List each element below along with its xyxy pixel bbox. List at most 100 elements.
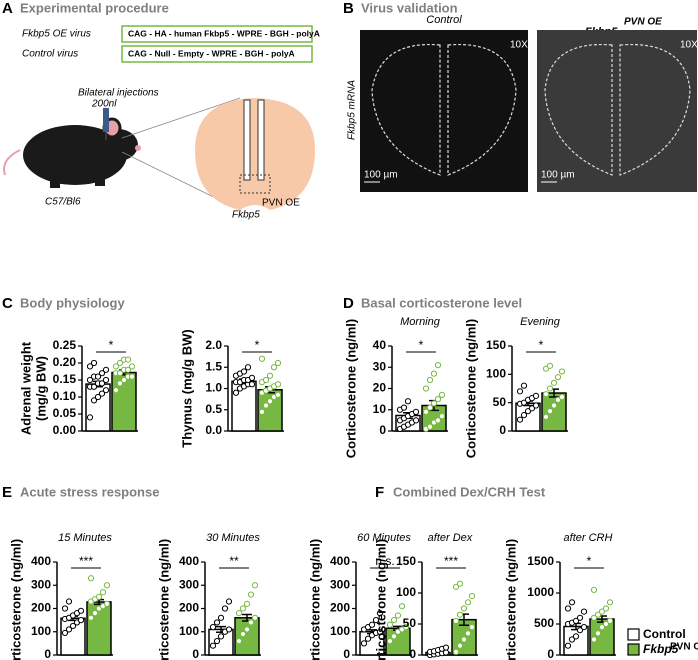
data-point [98, 380, 106, 387]
data-point [364, 635, 372, 642]
data-point [248, 374, 256, 381]
panel-letter: C [2, 295, 13, 312]
data-point [247, 591, 255, 598]
panel-title: Combined Dex/CRH Test [393, 484, 546, 499]
data-point [572, 633, 580, 640]
data-point [422, 385, 430, 392]
chart-subtitle: 30 Minutes [206, 532, 260, 544]
data-point [442, 644, 450, 651]
image-ylabel: Fkbp5 mRNA [347, 80, 358, 140]
chart-subtitle: 15 Minutes [58, 532, 112, 544]
data-point [554, 374, 562, 381]
bar [234, 617, 260, 656]
data-point [580, 608, 588, 615]
data-point [516, 416, 524, 423]
y-tick-label: 0 [379, 423, 386, 437]
y-tick-label: 0.0 [205, 423, 222, 437]
data-point [386, 637, 394, 645]
data-point [590, 636, 598, 643]
data-point [390, 617, 398, 624]
virus-label: Control virus [22, 49, 78, 60]
data-point [594, 630, 602, 637]
connector [121, 97, 241, 139]
y-tick-label: 0.15 [53, 372, 77, 386]
y-tick-label: 100 [31, 624, 51, 638]
data-point [602, 620, 610, 628]
data-point [87, 575, 95, 582]
data-point [460, 605, 468, 612]
y-tick-label: 100 [396, 585, 416, 599]
data-point [456, 611, 464, 618]
data-point [112, 363, 120, 370]
data-point [99, 589, 107, 596]
data-point [251, 614, 259, 621]
panel-title: Basal corticosterone level [361, 295, 522, 310]
data-point [602, 605, 610, 612]
data-point [376, 628, 384, 635]
data-point [390, 633, 398, 640]
data-point [412, 408, 420, 415]
data-point [452, 648, 460, 656]
data-point [235, 610, 243, 617]
data-point [77, 607, 85, 614]
data-point [69, 622, 77, 630]
data-point [243, 626, 251, 633]
data-point [580, 624, 588, 631]
data-point [87, 614, 95, 621]
y-tick-label: 1500 [527, 554, 554, 568]
data-point [590, 586, 598, 594]
panel-letter: B [343, 0, 354, 17]
y-tick-label: 0 [192, 647, 199, 660]
data-point [542, 365, 550, 372]
data-point [209, 624, 217, 631]
data-point [452, 583, 460, 590]
significance: *** [79, 554, 93, 568]
y-tick-label: 300 [31, 577, 51, 591]
data-point [468, 593, 476, 600]
data-point [532, 402, 540, 409]
data-point [402, 624, 410, 631]
y-tick-label: 0 [44, 647, 51, 660]
strain-label: C57/Bl6 [45, 197, 81, 208]
data-point [209, 642, 217, 649]
y-tick-label: 400 [31, 554, 51, 568]
magnification: 10X [510, 40, 528, 51]
image-label: Control [426, 14, 462, 26]
scale-label: 100 µm [364, 170, 398, 181]
y-tick-label: 0.10 [53, 389, 77, 403]
y-tick-label: 100 [179, 624, 199, 638]
data-point [468, 624, 476, 631]
data-point [94, 393, 102, 401]
data-point [546, 408, 554, 415]
brain-section [195, 98, 315, 210]
significance: *** [444, 554, 458, 568]
chart-subtitle: after CRH [564, 532, 613, 544]
data-point [542, 413, 550, 420]
y-tick-label: 200 [179, 601, 199, 615]
data-point [516, 388, 524, 395]
data-point [434, 396, 442, 403]
data-point [576, 627, 584, 634]
data-point [558, 393, 566, 401]
data-point [213, 619, 221, 626]
legend-sup: PVN OE [670, 642, 698, 653]
y-axis-label: Corticosterone (ng/ml) [8, 539, 23, 660]
panel-title: Experimental procedure [20, 0, 169, 15]
data-point [460, 636, 468, 643]
data-point [376, 610, 384, 617]
data-point [550, 402, 558, 409]
data-point [528, 405, 536, 412]
data-point [94, 373, 102, 380]
y-tick-label: 0 [409, 647, 416, 660]
y-axis-label: Corticosterone (ng/ml) [307, 539, 322, 660]
data-point [464, 630, 472, 637]
data-point [598, 624, 606, 631]
y-tick-label: 200 [31, 601, 51, 615]
data-point [550, 379, 558, 386]
construct: CAG - Null - Empty - WPRE - BGH - polyA [128, 48, 295, 58]
legend-swatch [627, 643, 640, 656]
y-tick-label: 10 [373, 402, 387, 416]
data-point [456, 580, 464, 587]
y-tick-label: 400 [330, 554, 350, 568]
